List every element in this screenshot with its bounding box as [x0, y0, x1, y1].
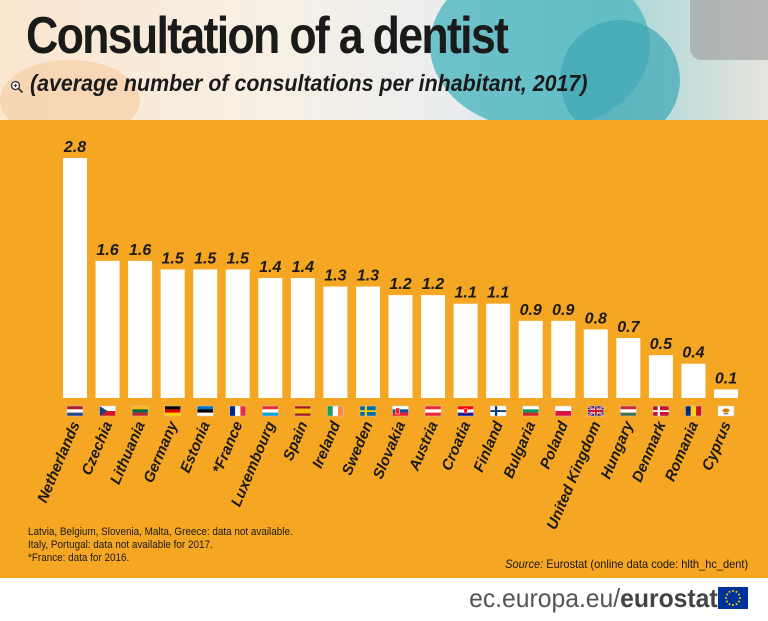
chart-subtitle: (average number of consultations per inh…	[30, 70, 588, 96]
denmark-flag-icon	[652, 405, 670, 417]
finland-flag-icon	[489, 405, 507, 417]
category-label: Austria	[405, 419, 441, 474]
eu-flag-icon	[718, 587, 748, 609]
category-label: Poland	[537, 418, 573, 471]
footer	[0, 578, 768, 621]
bar	[63, 158, 87, 398]
bar	[290, 278, 315, 398]
bar-value-label: 1.3	[324, 268, 346, 285]
bulgaria-flag-icon	[522, 405, 539, 417]
category-label: Finland	[470, 418, 507, 475]
bar-value-label: 1.1	[487, 285, 509, 302]
category-label: Bulgaria	[500, 419, 539, 481]
united-kingdom-flag-icon	[587, 405, 605, 417]
estonia-flag-icon	[196, 405, 214, 417]
bar-value-label: 0.8	[585, 310, 607, 327]
category-label: Estonia	[177, 419, 214, 476]
bar-value-label: 0.1	[715, 370, 737, 387]
poland-flag-icon	[555, 405, 572, 417]
bar	[583, 329, 608, 398]
header-banner	[0, 0, 768, 120]
netherlands-flag-icon	[66, 405, 84, 417]
bar	[160, 269, 185, 398]
category-label: Spain	[280, 419, 312, 463]
bar-value-label: 1.1	[454, 285, 476, 302]
lithuania-flag-icon	[131, 405, 149, 417]
footnote-france: *France: data for 2016.	[28, 552, 130, 564]
croatia-flag-icon	[457, 405, 474, 417]
bar-value-label: 1.2	[389, 276, 411, 293]
bar-value-label: 1.4	[259, 259, 281, 276]
bar-value-label: 0.7	[617, 319, 640, 336]
czechia-flag-icon	[99, 405, 116, 417]
footnote-2017: Italy, Portugal: data not available for …	[28, 539, 213, 551]
footer-link[interactable]: ec.europa.eu/eurostat	[469, 583, 718, 614]
bar	[95, 260, 120, 398]
header-decoration	[690, 0, 768, 60]
bar-value-label: 1.4	[292, 259, 314, 276]
bar-value-label: 2.8	[63, 139, 86, 156]
bar-value-label: 0.5	[650, 336, 673, 353]
bar-value-label: 1.5	[194, 250, 217, 267]
slovakia-flag-icon	[392, 405, 409, 417]
header-decoration	[560, 20, 680, 120]
bar	[453, 303, 478, 398]
footnote-not-available: Latvia, Belgium, Slovenia, Malta, Greece…	[28, 526, 293, 538]
category-label: *France	[209, 419, 246, 476]
category-label: Sweden	[339, 419, 377, 478]
category-label: Cyprus	[699, 419, 735, 473]
bar-value-label: 1.5	[162, 250, 185, 267]
spain-flag-icon	[294, 405, 312, 417]
bar	[388, 295, 413, 398]
bar-value-label: 1.6	[129, 242, 151, 259]
chart-title: Consultation of a dentist	[26, 7, 509, 65]
footer-brand-name: eurostat	[620, 583, 718, 613]
germany-flag-icon	[164, 405, 181, 417]
bar-value-label: 1.2	[422, 276, 444, 293]
bar-chart: 2.8Netherlands1.6Czechia1.6Lithuania1.5G…	[34, 139, 738, 532]
source-text: Eurostat (online data code: hlth_hc_dent…	[542, 557, 748, 571]
category-label: Ireland	[309, 418, 344, 471]
category-label: Slovakia	[370, 419, 409, 482]
cyprus-flag-icon	[717, 405, 735, 417]
bar-value-label: 0.9	[552, 302, 574, 319]
bar	[225, 269, 250, 398]
sweden-flag-icon	[359, 405, 377, 417]
luxembourg-flag-icon	[262, 405, 279, 417]
header-decoration	[0, 60, 140, 120]
category-label: Croatia	[438, 419, 474, 473]
bar	[648, 355, 673, 398]
bar	[355, 286, 380, 398]
source-label: Source:	[504, 557, 543, 571]
bar-value-label: 1.3	[357, 268, 379, 285]
hungary-flag-icon	[620, 405, 637, 417]
bar	[486, 303, 511, 398]
bar	[551, 320, 576, 398]
zoom-icon[interactable]	[10, 80, 24, 94]
bar-value-label: 0.9	[520, 302, 542, 319]
bar	[616, 338, 641, 398]
bar	[128, 260, 153, 398]
bar-value-label: 0.4	[682, 345, 704, 362]
bar	[681, 363, 706, 398]
bar	[258, 278, 283, 398]
footer-domain: ec.europa.eu/	[469, 583, 621, 613]
category-label: Czechia	[78, 419, 116, 478]
category-label: Netherlands	[34, 419, 84, 505]
source-note: Source: Eurostat (online data code: hlth…	[505, 557, 748, 571]
bar	[518, 320, 543, 398]
france-flag-icon	[229, 405, 246, 417]
bar	[714, 389, 738, 398]
romania-flag-icon	[685, 405, 702, 417]
bar	[323, 286, 348, 398]
bar	[421, 295, 446, 398]
ireland-flag-icon	[327, 405, 344, 417]
austria-flag-icon	[424, 405, 442, 417]
bar	[193, 269, 218, 398]
bar-value-label: 1.6	[96, 242, 118, 259]
bar-value-label: 1.5	[227, 250, 250, 267]
